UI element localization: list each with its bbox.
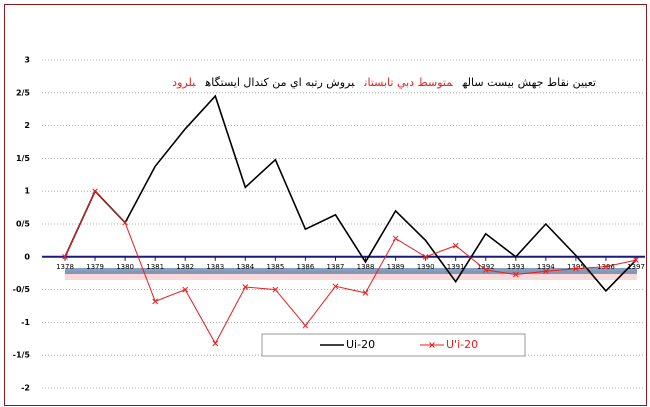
x-tick-label: 1389 xyxy=(387,263,405,271)
series-marker xyxy=(122,219,128,226)
y-tick-label: 1/5 xyxy=(16,154,30,163)
y-tick-label: -1 xyxy=(21,318,30,327)
x-tick-label: 1378 xyxy=(56,263,74,271)
chart-title: تعيين نقاط جهش بيست ساله متوسط دبي تابستا… xyxy=(162,76,596,89)
legend-box xyxy=(261,333,526,357)
y-tick-label: 1 xyxy=(24,187,30,196)
series-marker xyxy=(332,283,339,290)
title-part: تعيين نقاط جهش بيست ساله xyxy=(462,76,596,89)
x-tick-label: 1394 xyxy=(537,263,555,271)
series-marker xyxy=(302,322,309,329)
x-tick-label: 1397 xyxy=(627,263,645,271)
series-marker xyxy=(392,235,399,242)
plot xyxy=(62,94,639,347)
x-tick-label: 1385 xyxy=(266,263,284,271)
x-tick-label: 1383 xyxy=(206,263,224,271)
grid: 3 2/5 2 1/5 1 0/5 0 -0/5 -1 -1/5 -2 1378 1379 1380 138… xyxy=(13,56,645,393)
trend-shadow xyxy=(65,271,637,280)
series-marker xyxy=(362,290,369,296)
legend-marker xyxy=(429,342,435,348)
y-tick-label: -1/5 xyxy=(13,351,31,360)
x-tick-label: 1392 xyxy=(477,263,495,271)
legend-label: U'i-20 xyxy=(446,338,478,351)
x-tick-label: 1379 xyxy=(86,263,104,271)
x-tick-label: 1395 xyxy=(567,263,585,271)
series-line xyxy=(64,94,637,293)
y-tick-label: 0/5 xyxy=(16,220,30,229)
y-tick-label: -0/5 xyxy=(13,285,31,294)
series-marker xyxy=(62,253,68,260)
y-tick-label: 2/5 xyxy=(16,88,30,97)
x-tick-label: 1380 xyxy=(116,263,134,271)
x-tick-label: 1390 xyxy=(417,263,435,271)
series-marker xyxy=(212,340,219,347)
x-tick-label: 1388 xyxy=(357,263,375,271)
series-marker xyxy=(542,268,549,275)
legend-label: Ui-20 xyxy=(346,338,375,351)
series-marker xyxy=(92,188,98,195)
series-marker xyxy=(512,271,519,278)
series-marker xyxy=(452,242,459,249)
title-part: بروش رتبه اي من كندال ايستگاه xyxy=(205,76,355,89)
series-marker xyxy=(182,286,189,293)
x-tick-label: 1381 xyxy=(146,263,164,271)
x-tick-label: 1393 xyxy=(507,263,525,271)
x-tick-label: 1384 xyxy=(236,263,254,271)
series-marker xyxy=(422,253,429,260)
y-tick-label: -2 xyxy=(21,384,30,393)
y-tick-label: 3 xyxy=(24,56,30,65)
y-tick-label: 2 xyxy=(24,121,30,130)
series-marker xyxy=(633,257,639,263)
series-line xyxy=(64,190,637,345)
series-marker xyxy=(272,286,279,293)
trend-band xyxy=(65,268,637,274)
legend: Ui-20 U'i-20 xyxy=(320,338,478,351)
title-part: متوسط دبي تابستان xyxy=(364,76,453,89)
series-marker xyxy=(482,267,489,273)
x-tick-label: 1391 xyxy=(447,263,465,271)
x-tick-label: 1387 xyxy=(327,263,345,271)
x-tick-label: 1382 xyxy=(176,263,194,271)
x-tick-label: 1386 xyxy=(297,263,315,271)
series-marker xyxy=(152,298,159,305)
series-marker xyxy=(573,265,579,272)
series-marker xyxy=(603,263,609,270)
title-part: بلرود xyxy=(172,76,196,89)
series-marker xyxy=(242,284,249,290)
y-tick-label: 0 xyxy=(24,252,30,261)
